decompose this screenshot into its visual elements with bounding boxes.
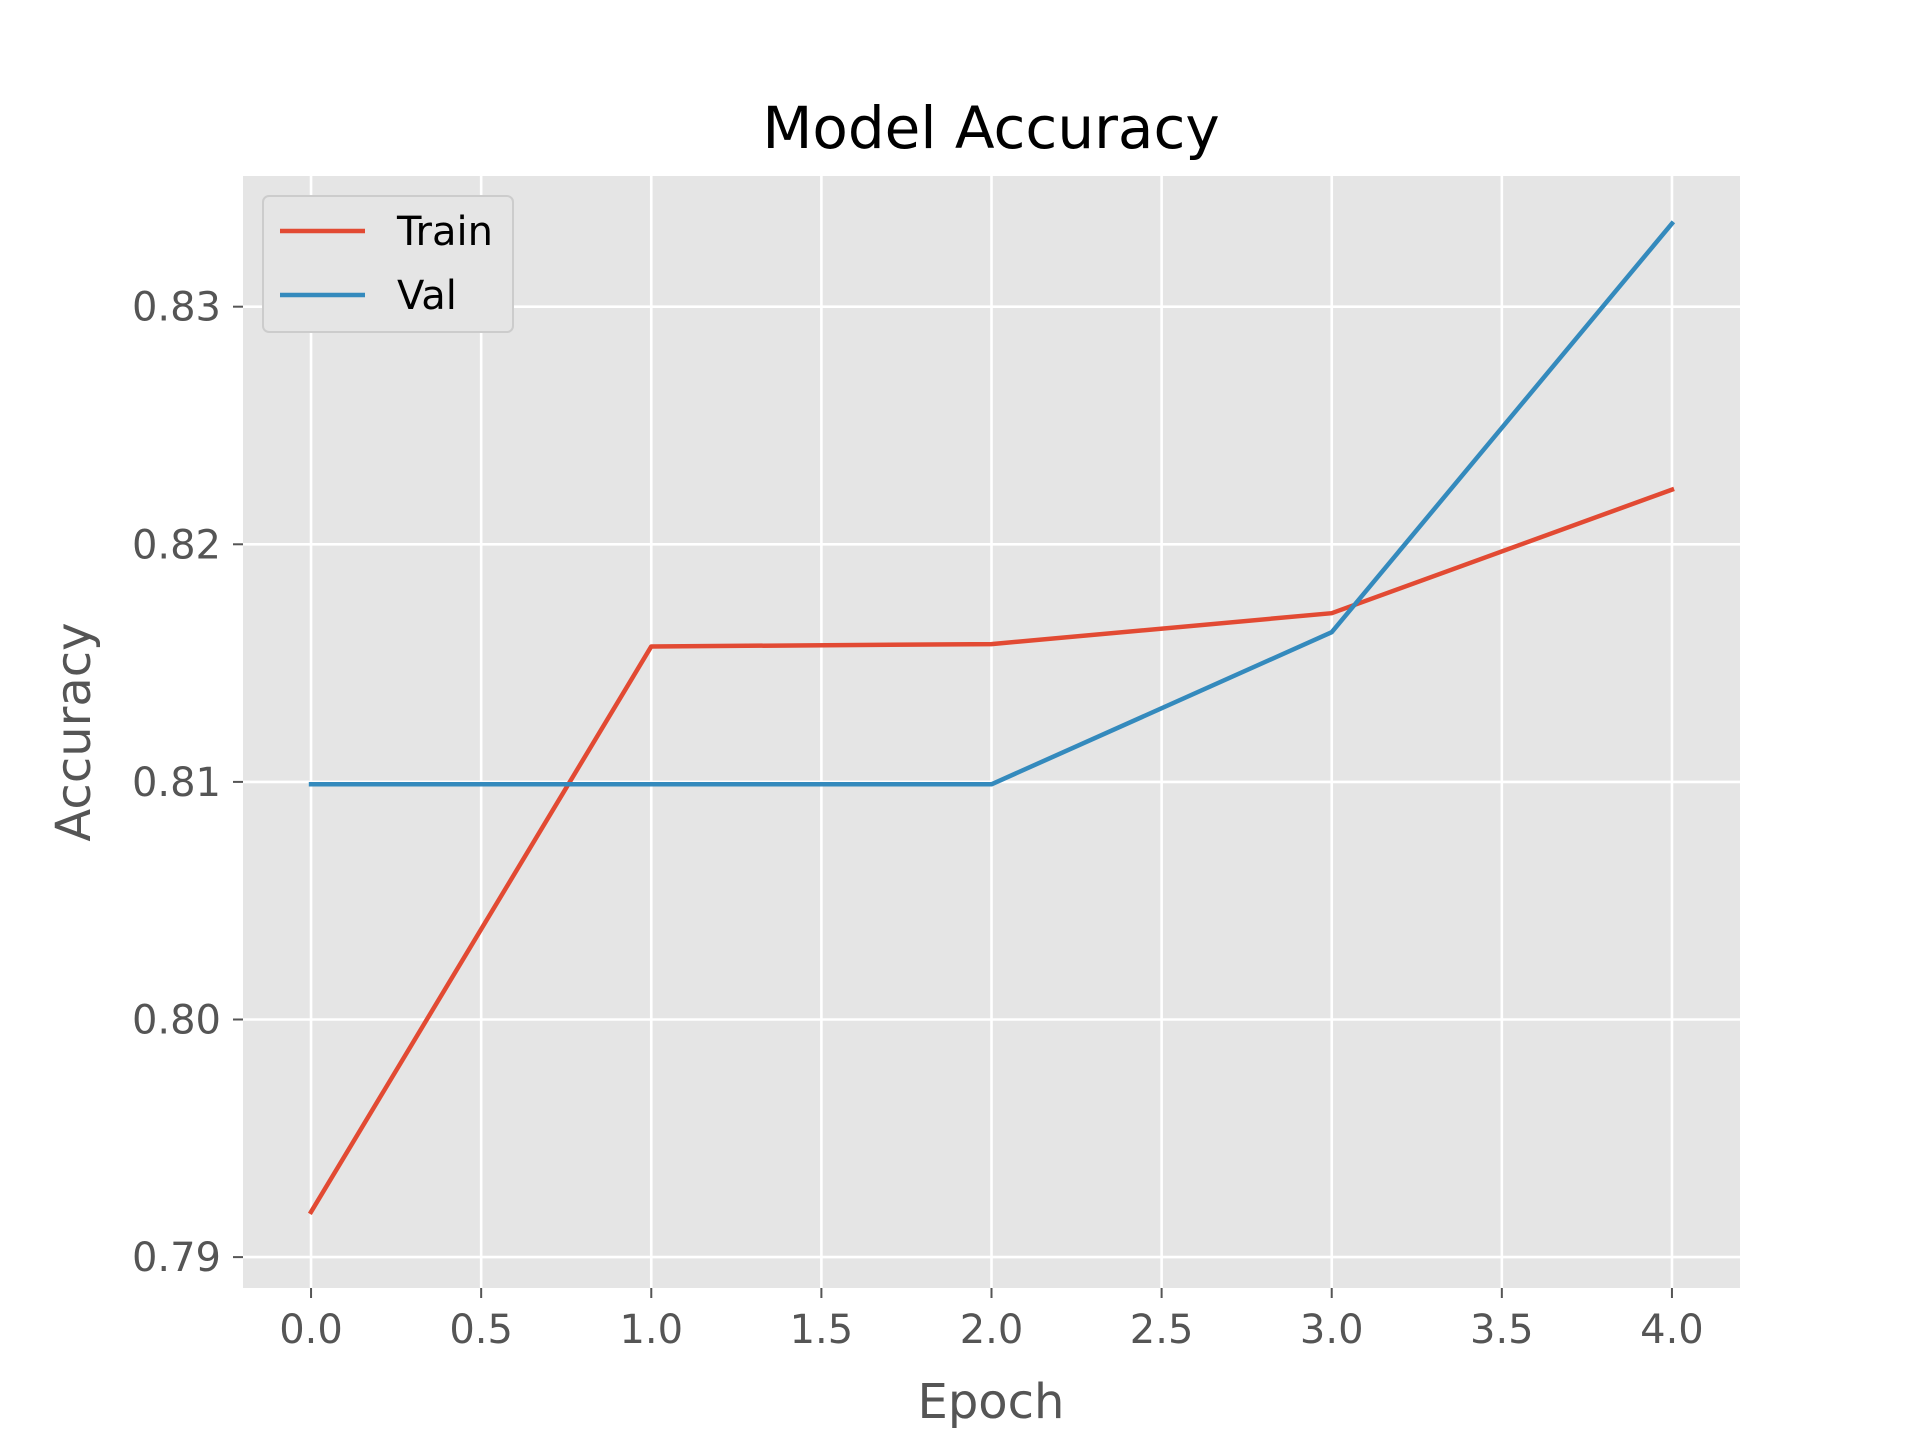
x-tick-label: 2.5 (1130, 1307, 1194, 1353)
y-tick-label: 0.79 (132, 1235, 221, 1281)
x-tick-label: 2.0 (960, 1307, 1024, 1353)
series-line-train (307, 486, 1675, 1216)
x-tick-label: 1.5 (790, 1307, 854, 1353)
legend-label-val: Val (397, 273, 457, 319)
x-tick-label: 3.0 (1300, 1307, 1364, 1353)
x-tick-label: 3.5 (1470, 1307, 1534, 1353)
x-tick-label: 0.5 (449, 1307, 513, 1353)
y-tick-label: 0.80 (132, 998, 221, 1044)
x-axis-ticks: 0.0 0.5 1.0 1.5 2.0 2.5 3.0 3.5 4.0 (279, 1288, 1704, 1353)
x-tick-label: 0.0 (279, 1307, 343, 1353)
y-tick-label: 0.82 (132, 522, 221, 568)
y-tick-label: 0.83 (132, 285, 221, 331)
x-axis-label: Epoch (918, 1374, 1065, 1430)
x-tick-label: 1.0 (619, 1307, 683, 1353)
x-tick-label: 4.0 (1640, 1307, 1704, 1353)
series-lines (307, 220, 1676, 1216)
chart-title: Model Accuracy (762, 94, 1219, 162)
series-line-val (308, 220, 1676, 787)
y-axis-ticks: 0.79 0.80 0.81 0.82 0.83 (132, 285, 243, 1281)
y-tick-label: 0.81 (132, 760, 221, 806)
legend-label-train: Train (396, 209, 493, 255)
legend: Train Val (262, 195, 514, 333)
grid-lines (243, 176, 1740, 1288)
y-axis-label: Accuracy (46, 622, 102, 841)
